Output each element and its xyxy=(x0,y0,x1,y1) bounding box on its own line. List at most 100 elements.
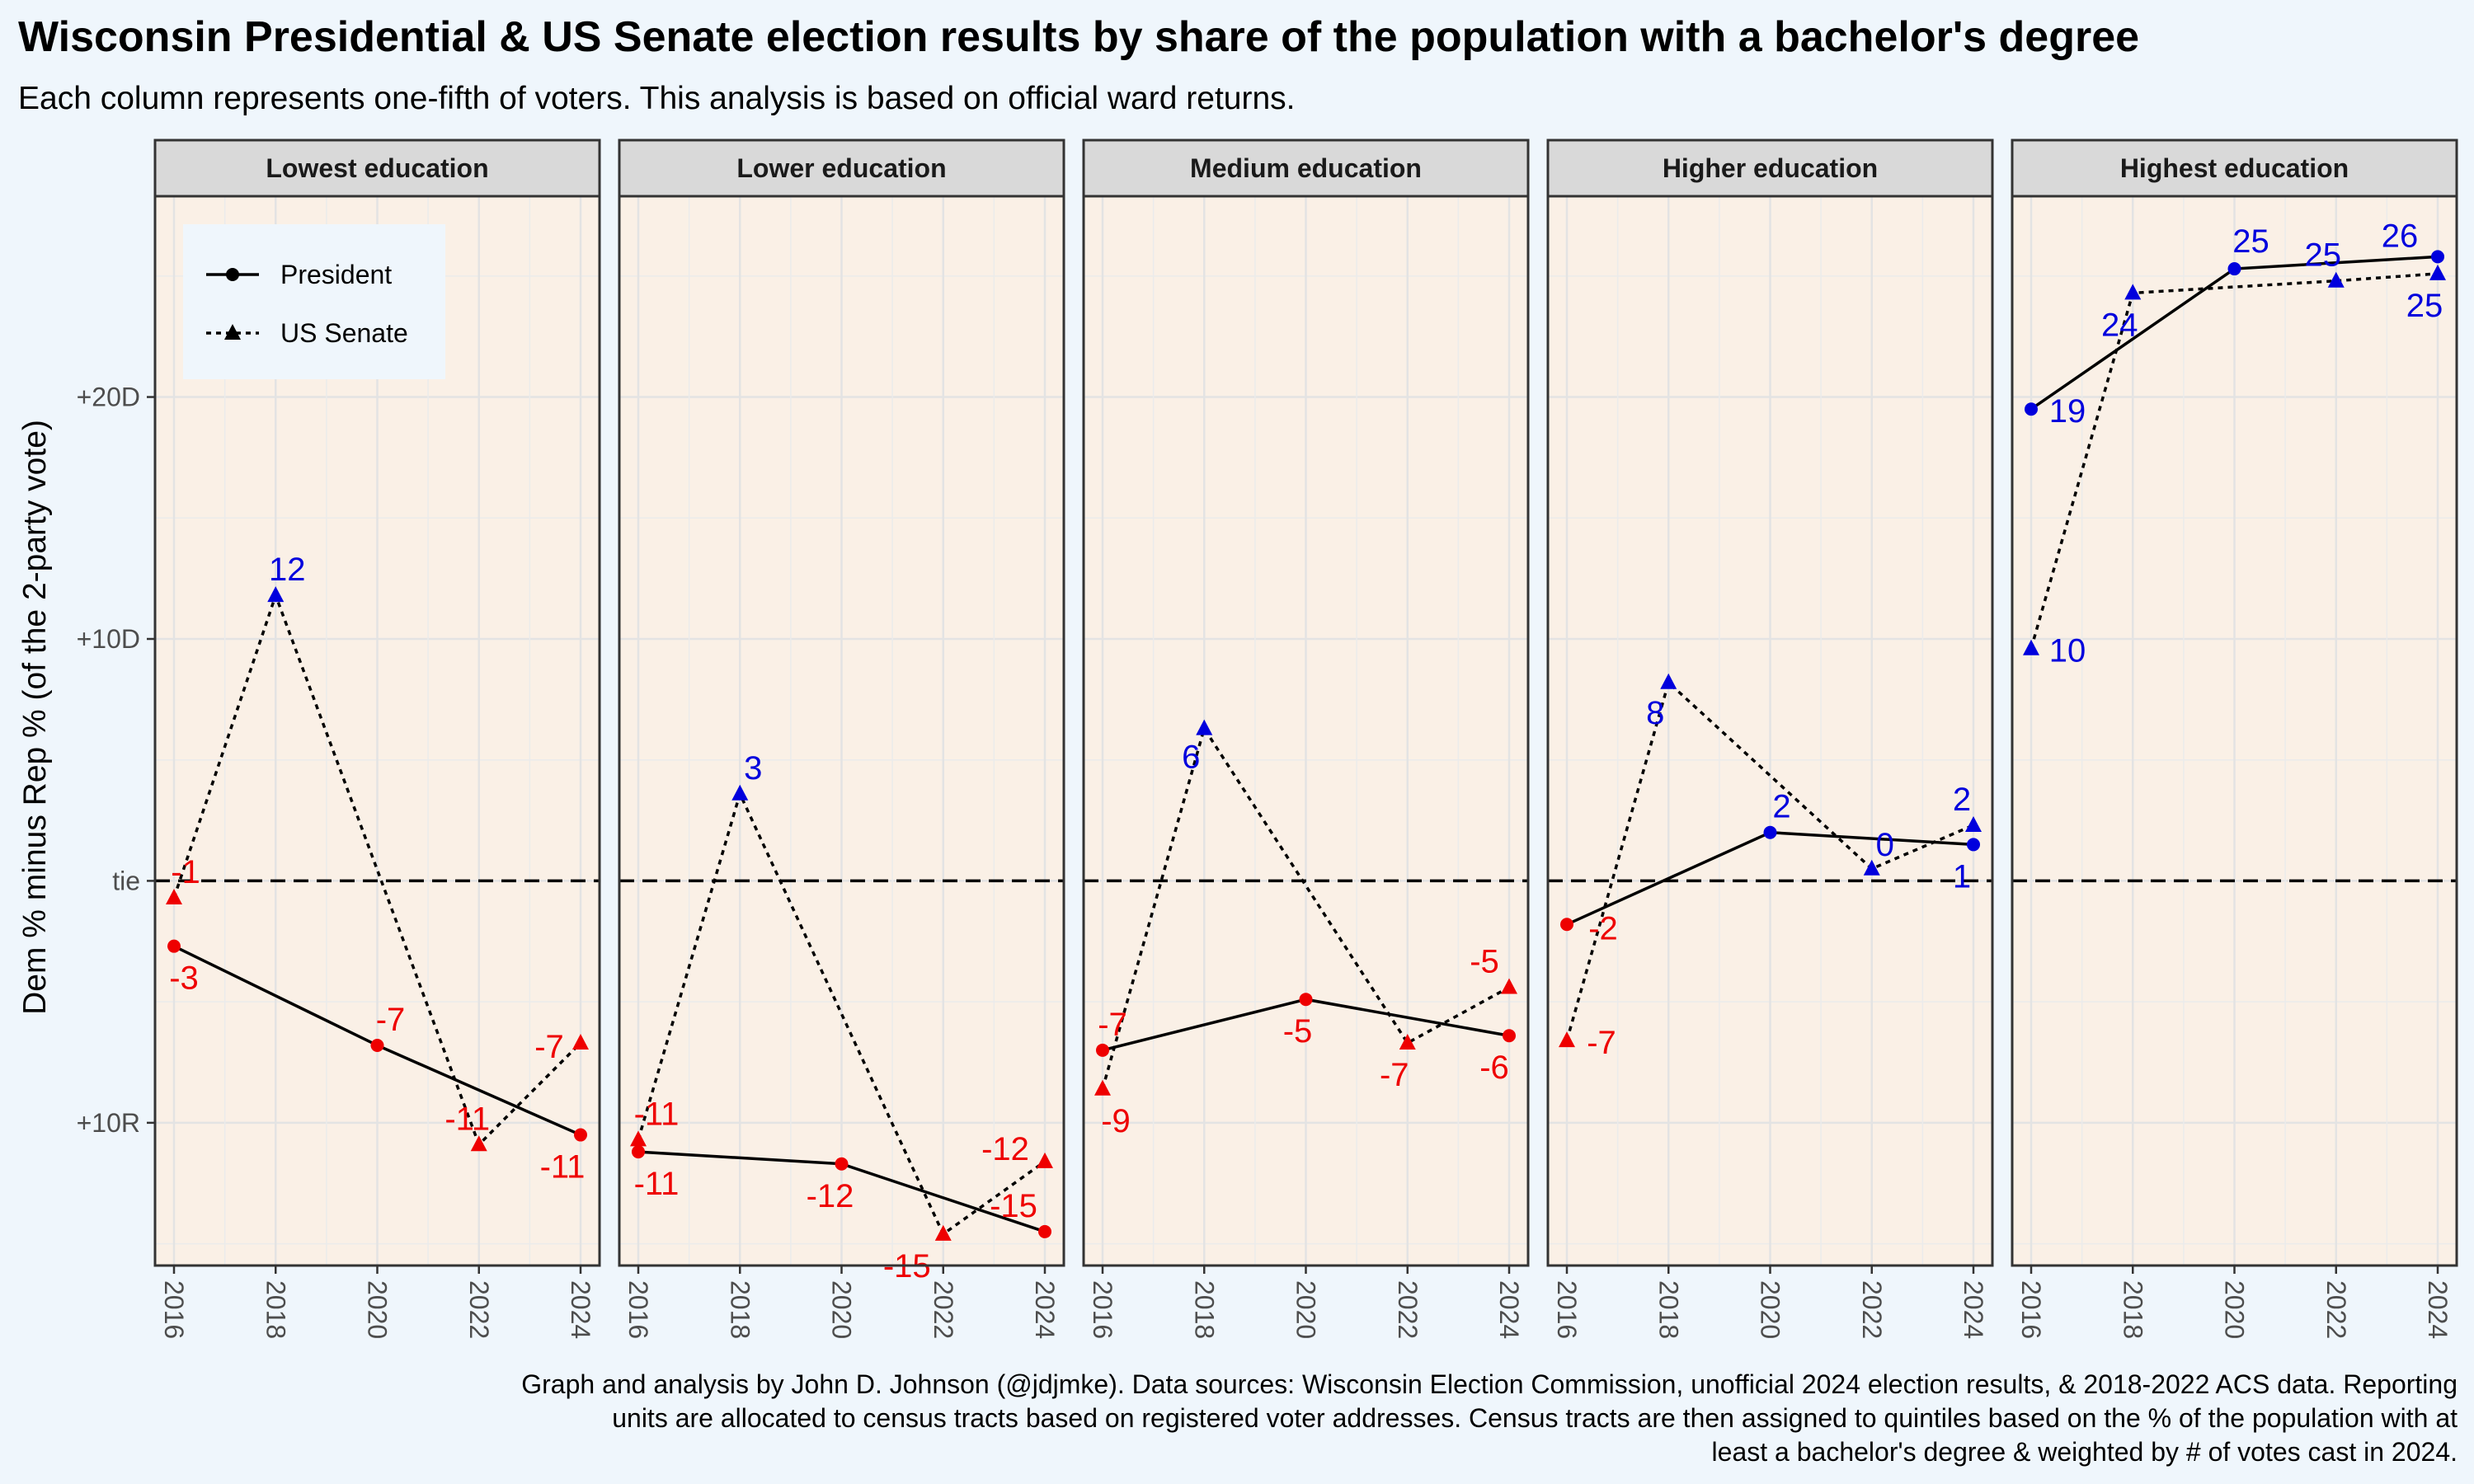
senate-point xyxy=(1037,1152,1053,1168)
senate-data-label: -11 xyxy=(444,1101,490,1137)
president-data-label: -12 xyxy=(807,1178,854,1214)
senate-point xyxy=(166,888,182,904)
panel-5: Highest education 19 25 26 10 24 25 25 2016 2018 2… xyxy=(2011,139,2458,1339)
president-data-label: -2 xyxy=(1588,910,1618,946)
senate-point xyxy=(267,586,285,603)
senate-point xyxy=(1965,815,1982,832)
senate-data-label: -9 xyxy=(1101,1103,1131,1139)
x-tick-label: 2024 xyxy=(1030,1280,1060,1339)
senate-data-label: -7 xyxy=(1380,1057,1409,1093)
president-point xyxy=(1299,993,1313,1007)
y-tick-label: +10D xyxy=(77,624,140,654)
senate-series-line xyxy=(1565,679,1974,1041)
senate-point xyxy=(1399,1034,1416,1050)
president-point xyxy=(2431,250,2444,264)
x-tick-label: 2022 xyxy=(1393,1280,1423,1339)
legend-senate-marker xyxy=(224,324,241,340)
senate-data-label: 6 xyxy=(1182,740,1200,776)
x-tick-label: 2020 xyxy=(1756,1280,1785,1339)
president-point xyxy=(1038,1224,1051,1238)
legend-president-marker xyxy=(226,268,239,281)
panel-strip xyxy=(2011,139,2458,198)
president-point xyxy=(1503,1029,1516,1043)
panel-4: Higher education -2 2 1 -7 8 0 2 2016 2018 2020 202… xyxy=(1546,139,1994,1339)
panel-strip xyxy=(618,139,1065,198)
caption: Graph and analysis by John D. Johnson (@… xyxy=(521,1369,2458,1467)
senate-data-label: -1 xyxy=(171,854,200,890)
senate-point xyxy=(2429,264,2446,280)
chart-subtitle: Each column represents one-fifth of vote… xyxy=(18,81,1295,116)
president-data-label: 26 xyxy=(2382,218,2419,254)
caption-line: least a bachelor's degree & weighted by … xyxy=(1712,1437,2458,1467)
senate-series-line xyxy=(2030,272,2439,650)
senate-series-line xyxy=(172,590,582,1148)
x-tick-label: 2022 xyxy=(464,1280,494,1339)
panel-3: Medium education -7 -5 -6 -9 6 -7 -5 2016 2018 202… xyxy=(1082,139,1530,1339)
president-data-label: 19 xyxy=(2049,393,2086,430)
senate-point xyxy=(934,1224,952,1241)
legend-president-label: President xyxy=(280,260,392,289)
panel-strip xyxy=(1546,139,1994,198)
senate-point xyxy=(1660,673,1677,689)
president-data-label: -7 xyxy=(376,1002,406,1038)
senate-data-label: -7 xyxy=(534,1029,564,1065)
president-data-label: 2 xyxy=(1772,789,1790,825)
x-tick-label: 2018 xyxy=(725,1280,755,1339)
senate-data-label: 3 xyxy=(744,750,762,787)
president-point xyxy=(1763,825,1777,839)
senate-point xyxy=(731,784,749,801)
x-tick-label: 2016 xyxy=(1088,1280,1117,1339)
senate-data-label: 8 xyxy=(1646,695,1664,731)
president-point xyxy=(2227,262,2241,276)
president-data-label: -11 xyxy=(634,1166,680,1202)
senate-data-label: 25 xyxy=(2406,288,2443,324)
senate-point xyxy=(2327,271,2345,288)
president-point xyxy=(167,939,181,953)
panel-strip-label: Medium education xyxy=(1190,153,1422,183)
y-axis-label: Dem % minus Rep % (of the 2-party vote) xyxy=(17,420,53,1015)
president-data-label: 1 xyxy=(1953,858,1971,895)
senate-data-label: -5 xyxy=(1470,944,1499,980)
president-point xyxy=(835,1157,849,1171)
x-tick-label: 2022 xyxy=(929,1280,958,1339)
x-tick-label: 2024 xyxy=(566,1280,595,1339)
president-data-label: -5 xyxy=(1283,1013,1313,1050)
x-tick-label: 2024 xyxy=(1494,1280,1524,1339)
senate-point xyxy=(1094,1079,1111,1096)
panel-strip-label: Highest education xyxy=(2120,153,2349,183)
legend-senate-label: US Senate xyxy=(280,318,408,348)
senate-series-line xyxy=(637,789,1047,1237)
president-point xyxy=(1560,918,1573,932)
x-tick-label: 2024 xyxy=(1959,1280,1988,1339)
senate-point xyxy=(470,1135,487,1152)
president-data-label: -6 xyxy=(1479,1050,1509,1086)
senate-point xyxy=(1196,719,1213,735)
president-data-label: -3 xyxy=(169,960,199,997)
senate-data-label: 24 xyxy=(2101,307,2138,343)
x-tick-label: 2018 xyxy=(261,1280,290,1339)
president-data-label: 25 xyxy=(2232,223,2269,260)
x-tick-label: 2018 xyxy=(1653,1280,1683,1339)
president-point xyxy=(2025,402,2038,416)
x-tick-label: 2020 xyxy=(363,1280,393,1339)
senate-data-label: 25 xyxy=(2305,237,2342,274)
y-tick-label: +10R xyxy=(77,1108,140,1138)
gridlines xyxy=(619,196,1064,1266)
y-tick-label: tie xyxy=(112,866,140,895)
senate-point xyxy=(572,1034,589,1050)
x-tick-label: 2020 xyxy=(1291,1280,1321,1339)
legend: President US Senate xyxy=(183,224,445,379)
panel-strip-label: Higher education xyxy=(1663,153,1878,183)
panel-strip xyxy=(1082,139,1530,198)
gridlines xyxy=(2012,196,2457,1266)
senate-data-label: 2 xyxy=(1953,782,1971,818)
president-data-label: -11 xyxy=(540,1149,586,1186)
x-tick-label: 2016 xyxy=(159,1280,189,1339)
president-point xyxy=(1096,1043,1109,1057)
president-point xyxy=(632,1145,645,1159)
x-tick-label: 2020 xyxy=(2220,1280,2250,1339)
x-tick-label: 2020 xyxy=(827,1280,857,1339)
president-data-label: -7 xyxy=(1098,1007,1127,1043)
